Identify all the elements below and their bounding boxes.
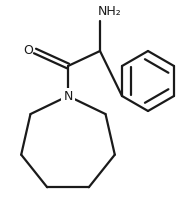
Text: N: N	[63, 90, 73, 102]
Text: O: O	[23, 45, 33, 58]
Text: NH₂: NH₂	[98, 5, 122, 18]
